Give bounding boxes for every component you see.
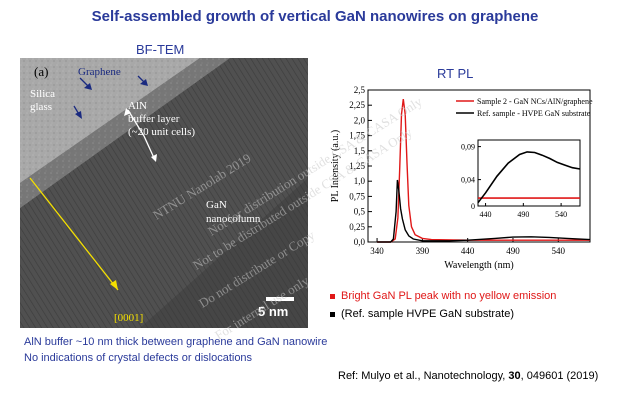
scale-bar xyxy=(266,297,294,301)
caption-line1: AlN buffer ~10 nm thick between graphene… xyxy=(24,336,328,348)
inset-x-tick-label: 540 xyxy=(555,210,567,219)
inset-y-tick-label: 0,09 xyxy=(461,143,475,152)
red-square-icon xyxy=(330,293,335,299)
pl-chart-svg: 340 390 440 490 540 0,0 0,25 0,5 0,75 1,0 1,25 1,5 1… xyxy=(330,85,593,271)
y-tick-label: 1,5 xyxy=(354,146,366,156)
aln-label-line2: buffer layer xyxy=(128,113,180,125)
x-tick-label: 490 xyxy=(506,246,520,256)
inset-x-tick-label: 490 xyxy=(517,210,529,219)
pl-chart: 340 390 440 490 540 0,0 0,25 0,5 0,75 1,0 1,25 1,5 1… xyxy=(328,82,600,280)
x-tick-label: 540 xyxy=(552,246,566,256)
reference-suffix: , 049601 (2019) xyxy=(520,370,599,382)
y-tick-label: 0,5 xyxy=(354,207,366,217)
black-square-icon xyxy=(330,311,335,317)
inset-y-tick-label: 0 xyxy=(471,202,475,211)
panel-label: (a) xyxy=(34,64,49,79)
gan-label: GaN nanocolumn xyxy=(206,198,260,226)
y-tick-label: 0,25 xyxy=(349,222,365,232)
x-tick-label: 440 xyxy=(461,246,475,256)
legend-red-item: Bright GaN PL peak with no yellow emissi… xyxy=(330,290,556,302)
legend-red-text: Bright GaN PL peak with no yellow emissi… xyxy=(341,290,557,302)
silica-label-line1: Silica xyxy=(30,88,56,100)
y-tick-label: 0,0 xyxy=(354,237,366,247)
legend-black-text: (Ref. sample HVPE GaN substrate) xyxy=(341,308,515,320)
y-tick-label: 0,75 xyxy=(349,191,365,201)
inset-x-tick-label: 440 xyxy=(480,210,492,219)
tem-heading: BF-TEM xyxy=(136,42,185,57)
inset-y-tick-label: 0,04 xyxy=(461,176,475,185)
growth-direction-line xyxy=(29,177,119,291)
graphene-arrow-icon xyxy=(75,111,82,119)
aln-label: AlN buffer layer (~20 unit cells) xyxy=(128,100,195,139)
legend-black-item: (Ref. sample HVPE GaN substrate) xyxy=(330,308,514,320)
reference-prefix: Ref: Mulyo et al., Nanotechnology, xyxy=(338,370,509,382)
reference-citation: Ref: Mulyo et al., Nanotechnology, 30, 0… xyxy=(338,370,598,382)
double-arrow-icon xyxy=(151,154,157,162)
y-tick-label: 1,25 xyxy=(349,161,365,171)
caption-line2: No indications of crystal defects or dis… xyxy=(24,352,253,364)
gan-label-line2: nanocolumn xyxy=(206,213,261,225)
pl-heading: RT PL xyxy=(437,66,474,81)
scale-bar-label: 5 nm xyxy=(258,304,289,319)
x-axis-label: Wavelength (nm) xyxy=(444,260,513,271)
silica-label-line2: glass xyxy=(30,101,52,113)
tem-micrograph xyxy=(20,58,308,328)
legend-label-reference: Ref. sample - HVPE GaN substrate xyxy=(477,109,591,118)
y-tick-label: 2,5 xyxy=(354,85,366,95)
aln-label-line1: AlN xyxy=(128,100,147,112)
direction-label: [0001] xyxy=(114,312,144,324)
x-tick-label: 390 xyxy=(416,246,430,256)
slide-title: Self-assembled growth of vertical GaN na… xyxy=(91,8,539,25)
y-axis-label: PL Intensity (a.u.) xyxy=(330,130,341,202)
y-tick-label: 1,0 xyxy=(354,176,366,186)
inset-series-line-reference xyxy=(477,151,581,204)
legend-label-sample2: Sample 2 - GaN NCs/AlN/graphene xyxy=(477,97,593,106)
arrow-head-icon xyxy=(110,280,118,290)
y-tick-label: 2,0 xyxy=(354,115,366,125)
y-tick-label: 1,75 xyxy=(349,131,365,141)
reference-volume: 30 xyxy=(508,370,521,382)
series-line-reference xyxy=(377,179,591,243)
silica-label: Silica glass xyxy=(30,88,55,114)
tem-image: (a) Graphene Silica glass AlN buffer lay… xyxy=(20,58,308,328)
graphene-label: Graphene xyxy=(78,66,121,78)
aln-label-line3: (~20 unit cells) xyxy=(128,126,196,138)
y-tick-label: 2,25 xyxy=(349,100,365,110)
x-tick-label: 340 xyxy=(370,246,384,256)
gan-label-line1: GaN xyxy=(206,199,227,211)
inset-frame xyxy=(477,139,581,207)
